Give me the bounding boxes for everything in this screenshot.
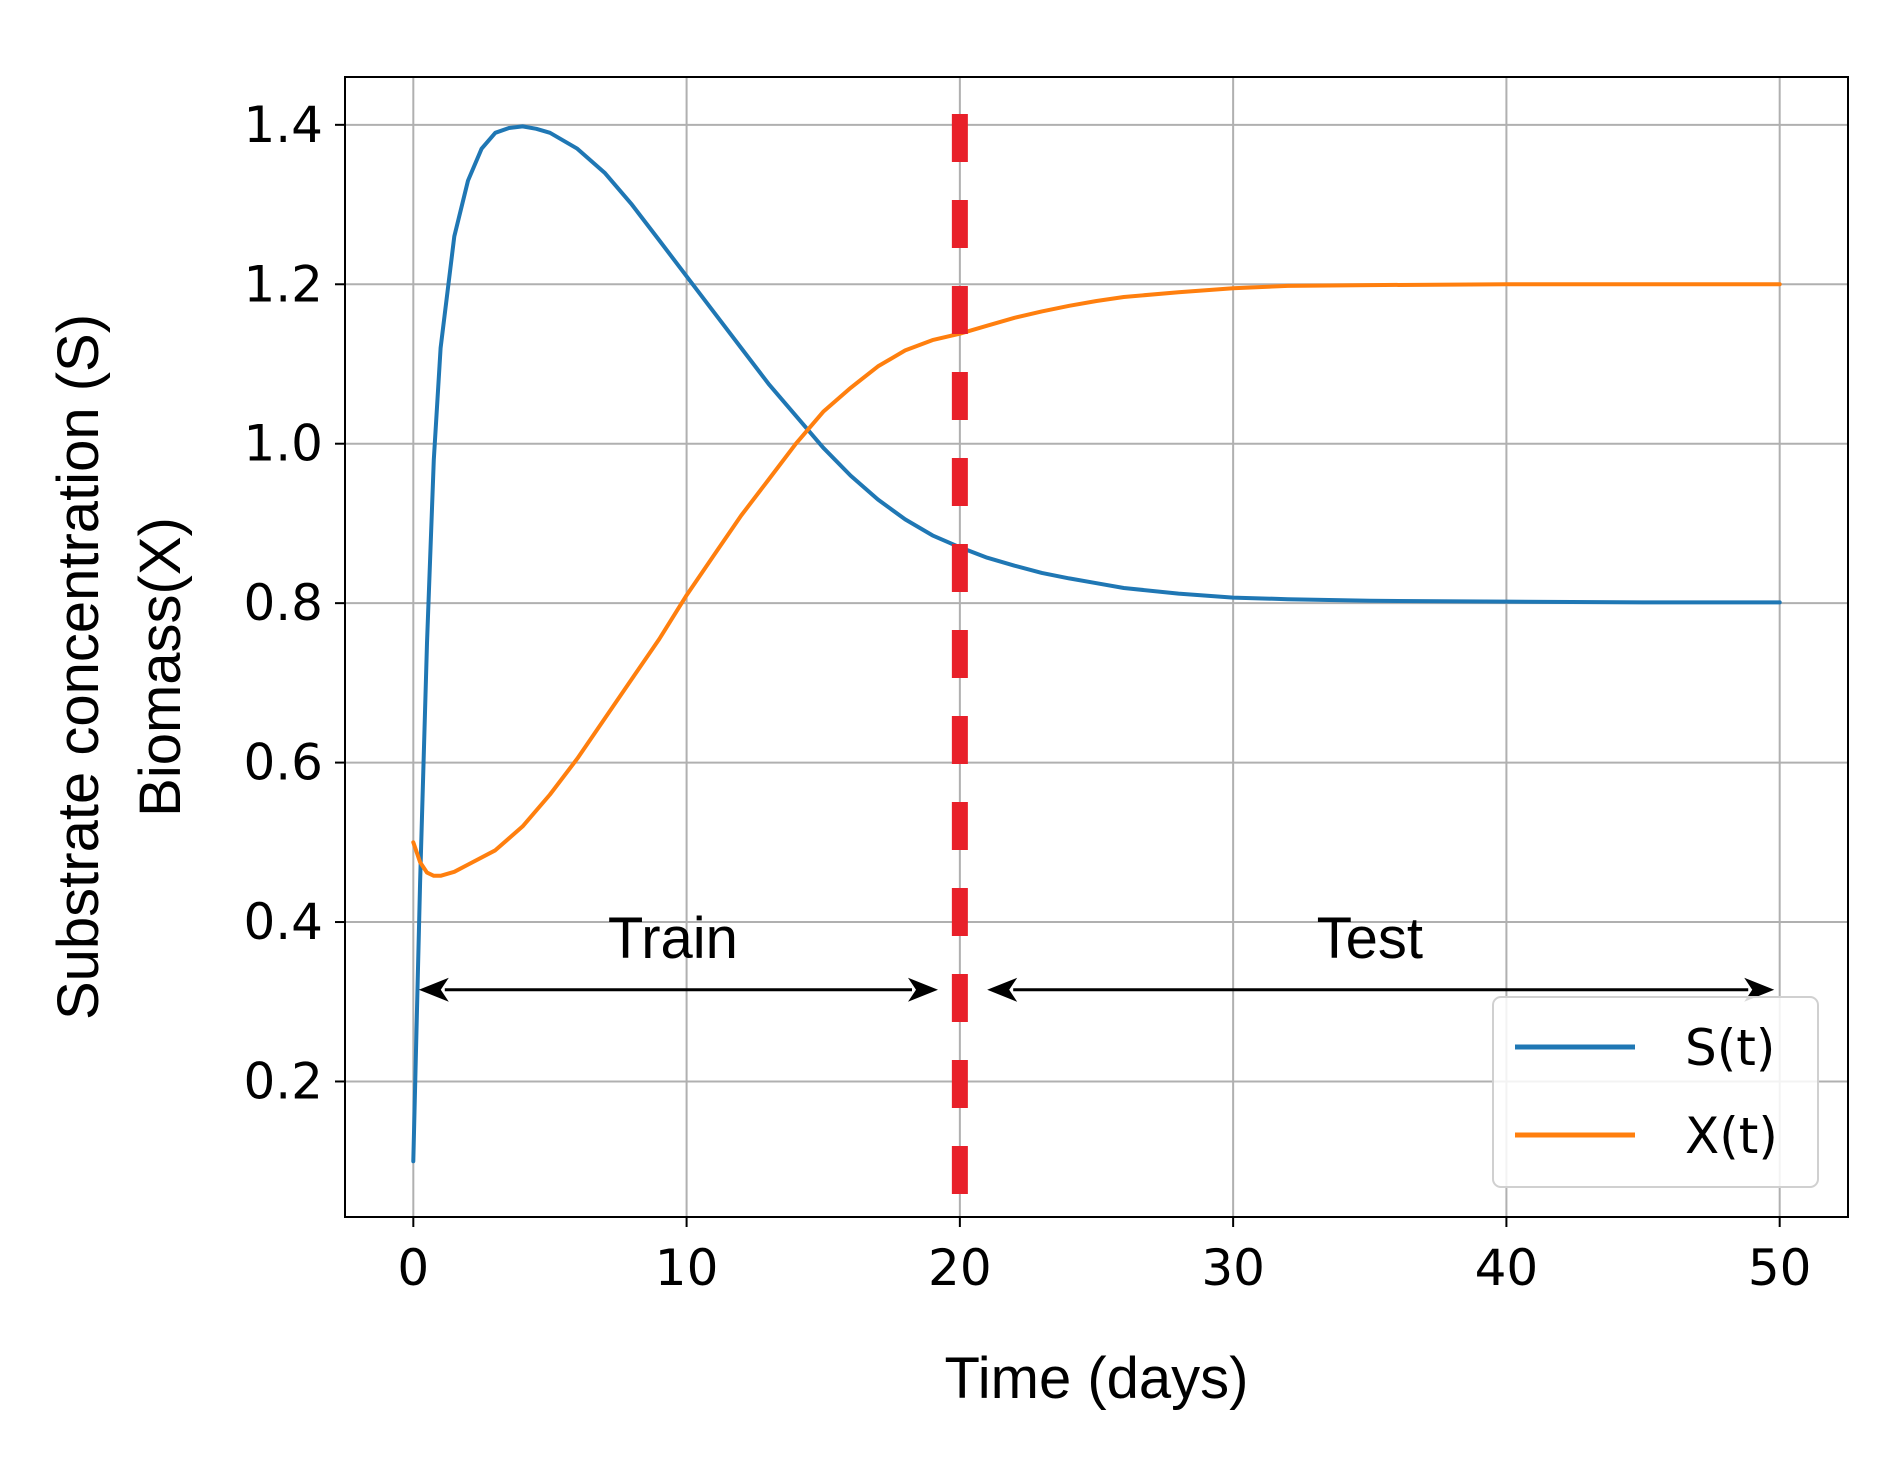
x-tick-label: 40 xyxy=(1475,1239,1539,1297)
annotation-arrow-head-left xyxy=(418,977,449,1002)
x-axis-ticks: 0 10 20 30 40 50 xyxy=(397,1217,1811,1297)
x-tick-label: 30 xyxy=(1201,1239,1265,1297)
y-axis-label-line: Biomass(X) xyxy=(128,517,193,817)
annotation-label: Test xyxy=(1317,906,1423,971)
annotation-arrow-head-right xyxy=(1744,977,1775,1002)
annotation-layer: Train Test xyxy=(418,906,1775,1002)
legend-label: X(t) xyxy=(1685,1107,1778,1165)
y-tick-label: 1.4 xyxy=(243,96,323,154)
legend-label: S(t) xyxy=(1685,1019,1775,1077)
y-tick-label: 1.0 xyxy=(243,415,323,473)
x-axis-label: Time (days) xyxy=(945,1346,1249,1411)
annotation-arrow-head-right xyxy=(908,977,939,1002)
y-tick-label: 0.2 xyxy=(243,1052,323,1110)
y-axis-ticks: 0.2 0.4 0.6 0.8 1.0 1.2 1.4 xyxy=(243,96,345,1110)
y-tick-label: 0.6 xyxy=(243,734,323,792)
legend: S(t) X(t) xyxy=(1492,996,1819,1188)
y-axis-label: Substrate concentration (S) Biomass(X) xyxy=(46,314,193,1020)
x-tick-label: 10 xyxy=(655,1239,719,1297)
y-tick-label: 1.2 xyxy=(243,255,323,313)
x-tick-label: 20 xyxy=(928,1239,992,1297)
annotation-label: Train xyxy=(608,906,738,971)
x-tick-label: 0 xyxy=(397,1239,429,1297)
series-line-2 xyxy=(411,282,1782,878)
y-tick-label: 0.8 xyxy=(243,574,323,632)
x-tick-label: 50 xyxy=(1748,1239,1812,1297)
y-axis-label-line: Substrate concentration (S) xyxy=(46,314,111,1020)
plot-frame xyxy=(344,76,1849,1218)
annotation-arrow-head-left xyxy=(987,977,1018,1002)
series-line-1 xyxy=(411,124,1782,1164)
series-layer xyxy=(411,124,1782,1164)
y-tick-label: 0.4 xyxy=(243,893,323,951)
